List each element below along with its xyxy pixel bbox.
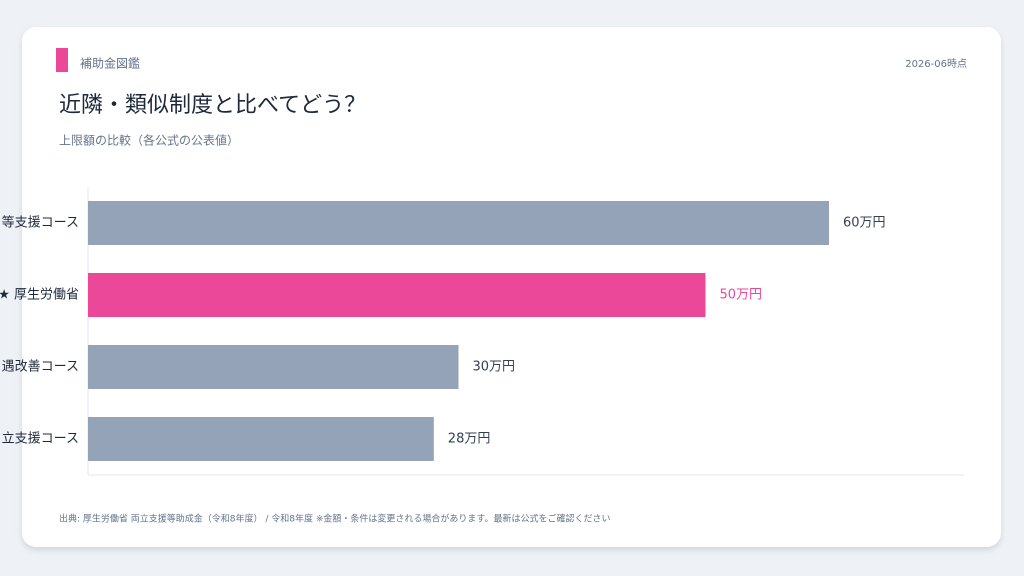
y-tick-label: 遇改善コース: [2, 359, 79, 375]
chart-subtitle: 上限額の比較（各公式の公表値）: [59, 133, 239, 148]
date: 2026-06時点: [905, 58, 967, 70]
bar: [88, 201, 829, 245]
value-label: 60万円: [843, 216, 886, 231]
y-tick-label: ★ 厚生労働省: [0, 288, 79, 303]
footer: 出典: 厚生労働省 両立支援等助成金（令和8年度） / 令和8年度 ※金額・条件…: [59, 513, 610, 525]
value-label: 30万円: [473, 360, 516, 375]
bar: [88, 417, 434, 461]
y-tick-label: 立支援コース: [2, 432, 79, 447]
chart-title: 近隣・類似制度と比べてどう？: [59, 93, 366, 118]
value-label: 50万円: [720, 288, 763, 303]
brand: 補助金図鑑: [80, 56, 140, 71]
bar: [88, 273, 706, 317]
bar: [88, 345, 459, 389]
value-label: 28万円: [448, 432, 491, 447]
y-tick-label: 等支援コース: [2, 215, 79, 231]
brand-mark: [56, 48, 68, 72]
